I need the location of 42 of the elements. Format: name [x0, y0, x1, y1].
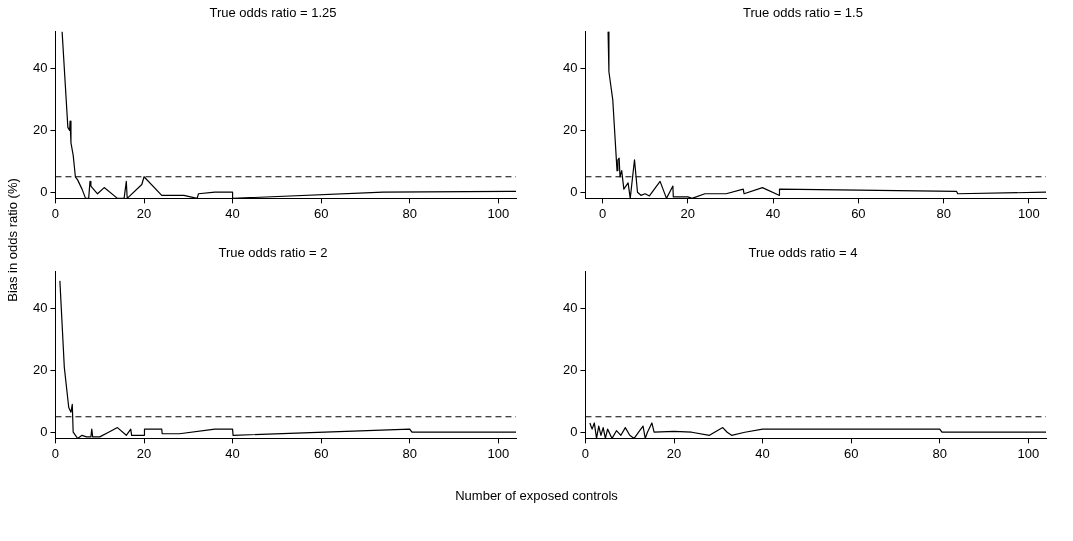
x-tick-label: 100	[1017, 445, 1040, 461]
x-axis-title: Number of exposed controls	[454, 488, 619, 503]
x-tick-label: 80	[936, 205, 951, 221]
x-tick-label: 40	[765, 205, 781, 221]
y-tick-label: 40	[32, 60, 48, 76]
y-tick-label: 0	[570, 423, 578, 439]
y-axis-title: Bias in odds ratio (%)	[4, 178, 20, 302]
x-tick-label: 40	[225, 205, 240, 221]
y-tick-label: 40	[562, 60, 578, 76]
x-tick-label: 20	[680, 205, 696, 221]
x-tick-label: 0	[51, 205, 60, 221]
x-tick-label: 20	[666, 445, 682, 461]
y-tick-label: 20	[562, 362, 578, 378]
x-tick-label: 0	[51, 445, 60, 461]
x-tick-label: 80	[402, 445, 417, 461]
y-tick-label: 20	[32, 122, 48, 138]
x-tick-label: 100	[1018, 205, 1040, 221]
chart-title: True odds ratio = 4	[748, 245, 858, 261]
x-tick-label: 80	[932, 445, 947, 461]
x-tick-label: 20	[136, 205, 152, 221]
x-tick-label: 60	[851, 205, 866, 221]
chart-title: True odds ratio = 2	[218, 245, 328, 261]
y-tick-label: 0	[40, 423, 48, 439]
x-tick-label: 20	[136, 445, 152, 461]
x-tick-label: 60	[313, 445, 329, 461]
x-tick-label: 40	[225, 445, 240, 461]
x-tick-label: 0	[598, 205, 607, 221]
chart-title: True odds ratio = 1.5	[743, 5, 863, 21]
y-tick-label: 20	[32, 362, 48, 378]
y-tick-label: 40	[562, 300, 578, 316]
x-tick-label: 40	[755, 445, 770, 461]
y-tick-label: 20	[562, 122, 578, 138]
x-tick-label: 60	[843, 445, 859, 461]
x-tick-label: 100	[487, 445, 510, 461]
y-tick-label: 0	[40, 183, 48, 199]
y-tick-label: 40	[32, 300, 48, 316]
y-tick-label: 0	[570, 183, 578, 199]
x-tick-label: 100	[487, 205, 510, 221]
chart-title: True odds ratio = 1.25	[209, 5, 337, 21]
x-tick-label: 60	[313, 205, 329, 221]
x-tick-label: 80	[402, 205, 417, 221]
x-tick-label: 0	[581, 445, 590, 461]
